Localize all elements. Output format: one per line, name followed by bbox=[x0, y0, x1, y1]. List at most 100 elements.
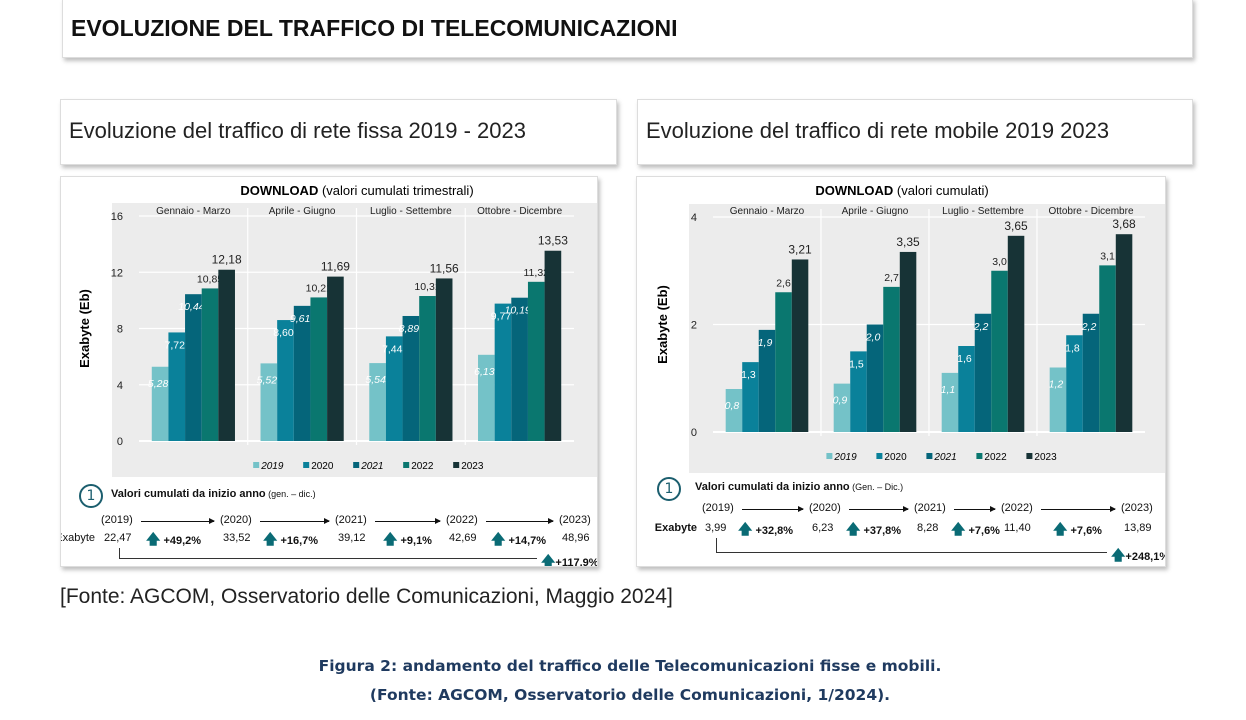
data-label: 2,2 bbox=[973, 321, 989, 333]
data-label: 10,19 bbox=[504, 305, 530, 317]
mobile-network-panel: DOWNLOAD (valori cumulati) 0 2 4 Exabyte (Eb… bbox=[636, 176, 1166, 567]
arrow-right-icon bbox=[742, 506, 804, 512]
arrow-right-icon bbox=[954, 506, 996, 512]
y-tick-label: 0 bbox=[691, 427, 697, 439]
data-label: 5,54 bbox=[365, 374, 386, 386]
year-value: 33,52 bbox=[223, 532, 251, 544]
bar-2021 bbox=[974, 313, 992, 432]
arrow-right-icon bbox=[260, 518, 330, 524]
growth-value: +49,2% bbox=[163, 535, 202, 547]
chart-title-rest: (valori cumulati) bbox=[893, 183, 988, 198]
bar-2019 bbox=[941, 372, 959, 432]
year-label: (2020) bbox=[809, 502, 841, 514]
data-label: 3,65 bbox=[1004, 219, 1028, 233]
data-label: 1,1 bbox=[941, 384, 956, 396]
y-tick-label: 8 bbox=[117, 324, 123, 336]
legend-swatch-2023 bbox=[453, 462, 460, 468]
year-label: (2021) bbox=[335, 514, 367, 526]
step-number-circle: 1 bbox=[657, 477, 681, 501]
legend-label: 2022 bbox=[984, 452, 1007, 463]
y-axis-label: Exabyte (Eb) bbox=[655, 285, 670, 364]
bar-2020 bbox=[277, 320, 294, 441]
summary-note: (gen. – dic.) bbox=[265, 489, 316, 499]
year-label: (2022) bbox=[1001, 502, 1033, 514]
legend-label: 2019 bbox=[833, 452, 857, 463]
chart-title-bold: DOWNLOAD bbox=[815, 183, 893, 198]
legend-label: 2020 bbox=[884, 452, 907, 463]
year-value: 3,99 bbox=[705, 522, 727, 534]
y-tick-label: 4 bbox=[691, 212, 697, 224]
bar-2021 bbox=[293, 305, 311, 441]
data-label: 11,32 bbox=[524, 267, 550, 279]
arrow-right-icon bbox=[486, 518, 554, 524]
data-label: 12,18 bbox=[212, 253, 242, 267]
year-label: (2023) bbox=[559, 514, 591, 526]
arrow-up-icon: 🡅 bbox=[263, 531, 278, 547]
year-label: (2021) bbox=[914, 502, 946, 514]
arrow-up-icon: 🡅 bbox=[383, 531, 398, 547]
arrow-right-icon bbox=[375, 518, 441, 524]
chart-title: DOWNLOAD (valori cumulati) bbox=[815, 183, 988, 198]
bar-2022 bbox=[201, 288, 219, 441]
growth-value: +16,7% bbox=[280, 535, 319, 547]
category-label: Luglio - Settembre bbox=[942, 206, 1024, 217]
legend-label: 2021 bbox=[360, 461, 383, 472]
arrow-up-icon: 🡅 bbox=[846, 521, 861, 537]
category-label: Ottobre - Dicembre bbox=[1048, 206, 1133, 217]
year-value: 11,40 bbox=[1004, 522, 1031, 534]
bar-2022 bbox=[419, 296, 436, 441]
legend-label: 2019 bbox=[260, 461, 284, 472]
year-value: 13,89 bbox=[1124, 522, 1152, 534]
bar-2022 bbox=[310, 297, 328, 441]
row-label: Exabyte bbox=[654, 522, 697, 534]
data-label: 1,9 bbox=[758, 337, 773, 349]
mobile-network-header: Evoluzione del traffico di rete mobile 2… bbox=[637, 99, 1193, 165]
year-label: (2019) bbox=[101, 514, 133, 526]
data-label: 10,21 bbox=[306, 282, 332, 294]
page-title-box: EVOLUZIONE DEL TRAFFICO DI TELECOMUNICAZ… bbox=[62, 0, 1193, 58]
mobile-network-chart: DOWNLOAD (valori cumulati) 0 2 4 Exabyte (Eb… bbox=[655, 183, 1165, 473]
category-label: Luglio - Settembre bbox=[370, 206, 452, 217]
bar-2021 bbox=[866, 324, 884, 432]
bar-2022 bbox=[991, 270, 1008, 432]
data-label: 1,8 bbox=[1065, 342, 1080, 354]
total-growth: +248,1% bbox=[1125, 551, 1166, 563]
year-label: (2023) bbox=[1121, 502, 1153, 514]
bar-2022 bbox=[775, 292, 792, 432]
data-label: 1,3 bbox=[741, 369, 756, 381]
data-label: 7,44 bbox=[382, 343, 403, 355]
arrow-up-icon: 🡅 bbox=[951, 521, 966, 537]
data-label: 10,31 bbox=[414, 281, 440, 293]
y-tick-label: 2 bbox=[691, 320, 697, 332]
legend-swatch-2022 bbox=[976, 453, 983, 459]
arrow-right-icon bbox=[849, 506, 909, 512]
data-label: 13,53 bbox=[538, 234, 568, 248]
data-label: 2,0 bbox=[865, 332, 881, 344]
bar-2023 bbox=[435, 278, 453, 441]
summary-title: Valori cumulati da inizio anno bbox=[111, 488, 266, 500]
data-label: 2,7 bbox=[884, 272, 899, 284]
year-value: 48,96 bbox=[562, 532, 590, 544]
bar-2020 bbox=[1066, 335, 1083, 432]
legend-swatch-2021 bbox=[353, 462, 360, 468]
legend-swatch-2021 bbox=[926, 453, 933, 459]
bar-2019 bbox=[1049, 367, 1067, 432]
y-tick-label: 12 bbox=[111, 267, 123, 279]
y-tick-label: 16 bbox=[111, 211, 123, 223]
bar-2023 bbox=[1007, 235, 1025, 432]
bar-2023 bbox=[1115, 234, 1133, 432]
data-label: 9,61 bbox=[290, 313, 310, 325]
chart-title-rest: (valori cumulati trimestrali) bbox=[318, 183, 473, 198]
legend-swatch-2020 bbox=[303, 462, 310, 468]
arrow-up-icon: 🡅 bbox=[491, 531, 506, 547]
legend-swatch-2022 bbox=[403, 462, 410, 468]
data-label: 9,77 bbox=[491, 311, 512, 323]
total-bracket-line bbox=[119, 548, 537, 559]
data-label: 11,69 bbox=[321, 260, 350, 274]
fixed-network-header: Evoluzione del traffico di rete fissa 20… bbox=[60, 99, 617, 165]
bar-2021 bbox=[402, 315, 420, 441]
bar-2019 bbox=[260, 363, 278, 441]
legend-swatch-2019 bbox=[826, 453, 833, 459]
data-label: 10,85 bbox=[197, 273, 223, 285]
bar-2023 bbox=[544, 250, 562, 441]
